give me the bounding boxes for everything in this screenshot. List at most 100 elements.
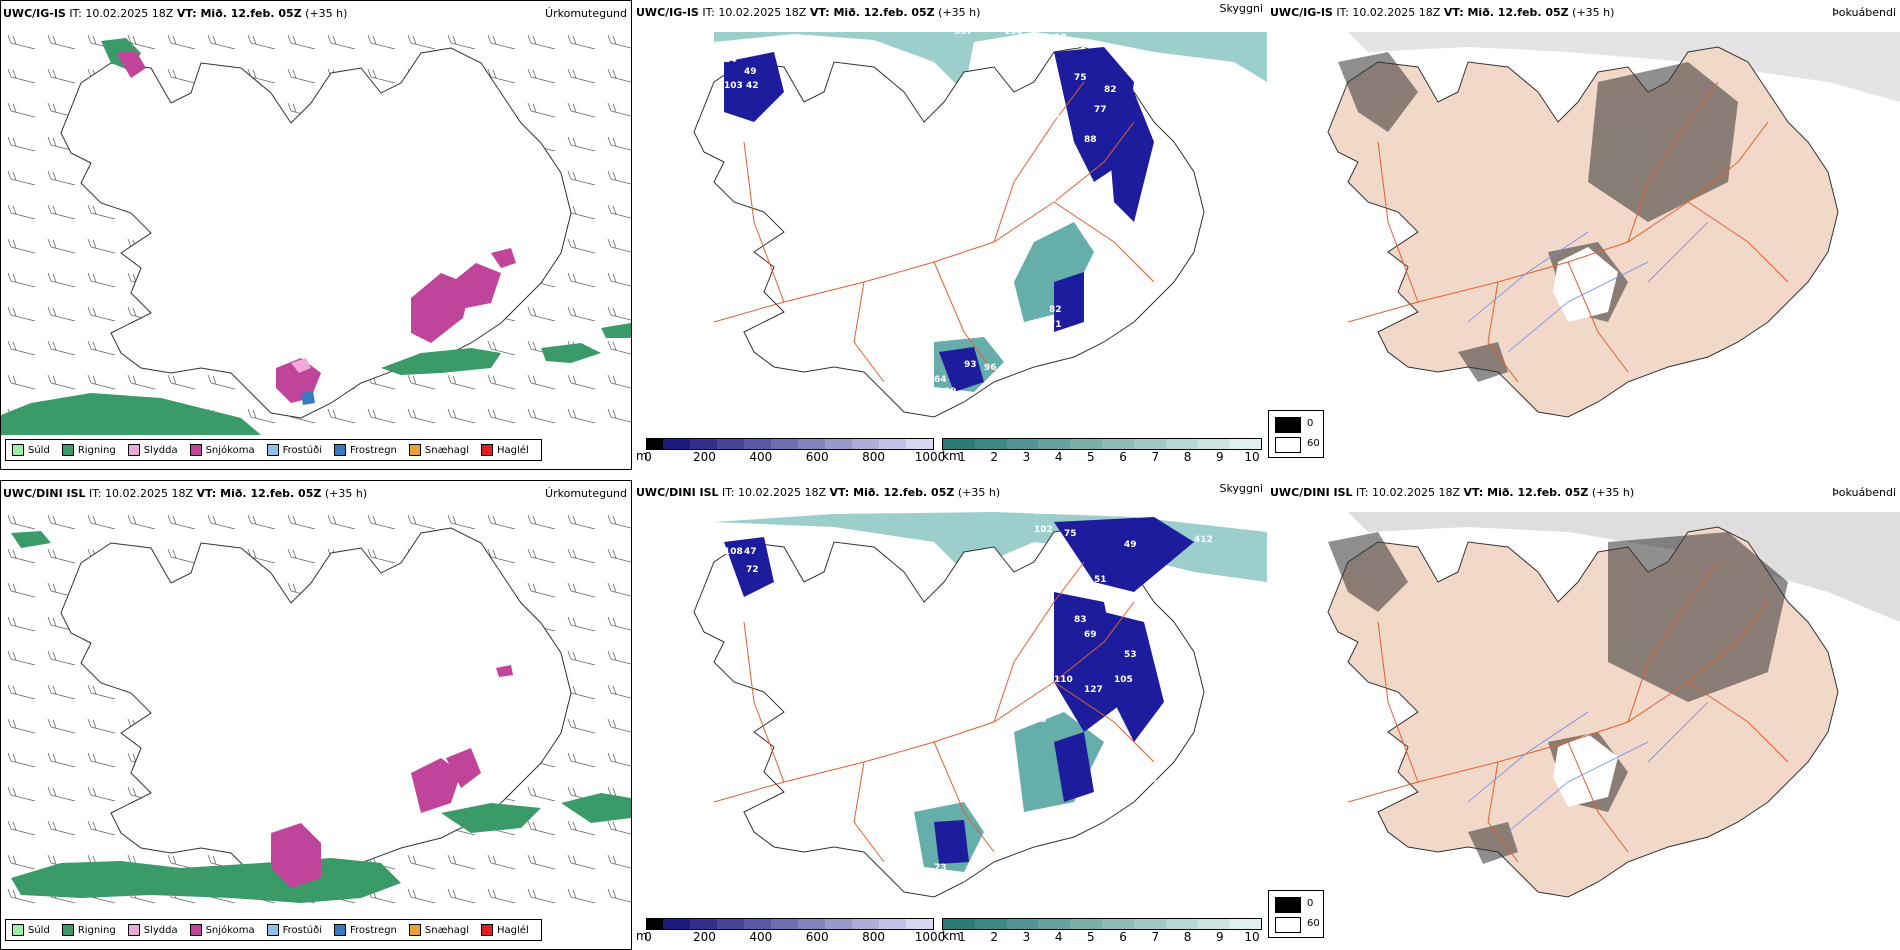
cloud-base-label: 102 (1034, 525, 1053, 535)
cloud-base-colorbar: m 0 200 400 600 800 1000 (636, 918, 945, 946)
cloud-base-label: 105 (1114, 675, 1133, 685)
colorbar-segment (647, 919, 664, 929)
wind-barb (487, 514, 516, 530)
road-network (713, 561, 1155, 863)
legend-item: Haglél (481, 924, 529, 936)
visibility-bar (942, 918, 1262, 930)
cloud-base-label: 53 (1144, 775, 1157, 785)
wind-barb (527, 306, 556, 322)
low-cloud-areas (724, 517, 1194, 864)
legend-label: Snæhagl (424, 924, 470, 936)
wind-barb (47, 786, 76, 802)
colorbar-tick: 3 (1022, 450, 1031, 464)
cloud-base-label: 77 (1094, 105, 1107, 115)
cloud-base-label: 82 (1049, 305, 1062, 315)
wind-barb (607, 408, 631, 423)
cloud-base-ticks: 0 200 400 600 800 1000 (644, 450, 945, 464)
cloud-base-label: 127 (1084, 685, 1103, 695)
cloud-base-label: 58 (1044, 845, 1057, 855)
wind-barb (527, 68, 556, 84)
colorbar-segment (825, 919, 853, 929)
wind-barb (47, 514, 76, 530)
colorbar-tick: 0 (644, 450, 652, 464)
wind-barb (47, 650, 76, 666)
wind-barb (167, 548, 196, 564)
colorbar-segment (717, 439, 745, 449)
panel-title: Þokuábendi (1832, 486, 1896, 499)
wind-barb (607, 514, 631, 529)
snow-areas (271, 665, 513, 888)
wind-barb (207, 374, 236, 390)
visibility-ticks: 1 2 3 4 5 6 7 8 9 10 (958, 930, 1259, 944)
wind-barb (7, 68, 36, 84)
wind-barb (527, 582, 556, 598)
wind-barb (87, 374, 116, 390)
wind-barb (127, 514, 156, 530)
legend-item: Snjókoma (189, 924, 255, 936)
wind-barb (487, 340, 516, 356)
wind-barb (87, 340, 116, 356)
wind-barb (367, 514, 396, 530)
cloud-base-label: 67 (1164, 165, 1177, 175)
wind-barb (447, 374, 476, 390)
colorbar-segment (852, 919, 880, 929)
wind-barb (487, 408, 516, 424)
cloud-base-unit: m (636, 929, 648, 943)
legend-label: Snæhagl (424, 444, 470, 456)
panel-title: Skyggni (1219, 2, 1263, 15)
wind-barb (7, 374, 36, 390)
wind-barb (7, 548, 36, 564)
lead-time: (+35 h) (305, 7, 348, 20)
legend-item: Slydda (127, 444, 178, 456)
wind-barb (487, 888, 516, 904)
cloud-base-label: 95 (1044, 195, 1057, 205)
colorbar-tick: 800 (862, 450, 886, 464)
panel-header: UWC/DINI ISL IT: 10.02.2025 18Z VT: Mið.… (1270, 486, 1898, 502)
roads (713, 561, 1155, 863)
legend-swatch (12, 924, 24, 936)
cloud-base-unit: m (636, 449, 648, 463)
legend-swatch (61, 444, 74, 456)
colorbar-tick: 200 (692, 930, 716, 944)
wind-barb (607, 752, 631, 767)
wind-barb (47, 68, 76, 84)
cloud-base-label: 96 (984, 363, 997, 373)
cloud-base-label: 159 (1034, 507, 1053, 517)
colorbar-segment (744, 919, 772, 929)
wind-barb (7, 718, 36, 734)
wind-barb (207, 34, 236, 50)
legend-label: Súld (28, 924, 50, 936)
wind-barb (7, 102, 36, 118)
precip-type-panel: UWC/DINI ISL IT: 10.02.2025 18Z VT: Mið.… (0, 480, 632, 950)
cloud-base-label: 56 (1094, 275, 1107, 285)
model-name: UWC/DINI ISL (636, 486, 719, 499)
wind-barb (7, 238, 36, 254)
legend-item: Haglél (481, 444, 529, 456)
wind-barb (127, 34, 156, 50)
valid-time: VT: Mið. 12.feb. 05Z (1443, 6, 1569, 19)
wind-barb (7, 170, 36, 186)
wind-barb (607, 854, 631, 869)
fog-legend-light-swatch (1275, 917, 1301, 933)
colorbar-tick: 5 (1087, 450, 1095, 464)
legend-label: Frostúði (282, 444, 322, 456)
wind-barb (607, 68, 631, 83)
roads (1347, 81, 1789, 383)
wind-barb (447, 888, 476, 904)
wind-barb (567, 408, 596, 424)
legend-swatch (408, 924, 421, 936)
cloud-base-label: 72 (746, 565, 759, 575)
wind-barb (167, 514, 196, 530)
wind-barb (607, 102, 631, 117)
valid-time: VT: Mið. 12.feb. 05Z (809, 6, 935, 19)
roads (713, 81, 1155, 383)
legend-label: Slydda (143, 924, 178, 936)
colorbar-segment (798, 919, 826, 929)
wind-barb (607, 340, 631, 355)
wind-barb (87, 752, 116, 768)
model-name: UWC/DINI ISL (3, 487, 86, 500)
colorbar-segment (825, 439, 853, 449)
road-network (1347, 81, 1789, 383)
